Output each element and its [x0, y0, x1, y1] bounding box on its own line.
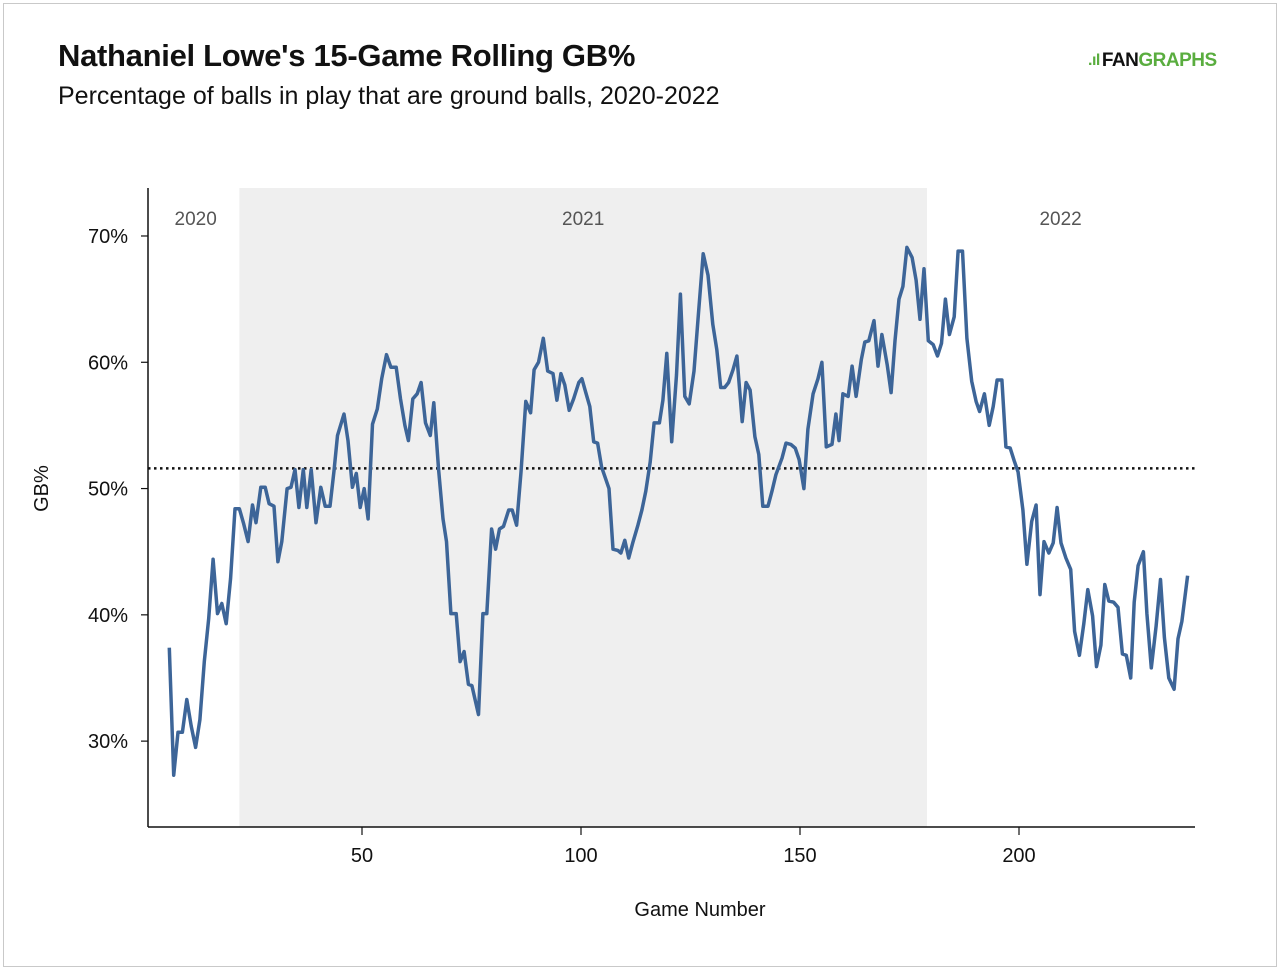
chart-frame: [3, 3, 1277, 967]
x-tick-label: 200: [1002, 845, 1035, 867]
y-tick-label: 40%: [88, 605, 128, 627]
y-tick-label: 60%: [88, 352, 128, 374]
x-tick-label: 150: [783, 845, 816, 867]
series-line-rolling-gb: [167, 245, 1190, 777]
season-bands: 2020 2021 2022: [175, 188, 1082, 827]
season-band-2021: [239, 188, 928, 827]
y-tick-label: 70%: [88, 226, 128, 248]
fangraphs-logo: .ıl FAN GRAPHS: [1088, 50, 1217, 72]
y-tick-label: 30%: [88, 731, 128, 753]
y-axis-title: GB%: [31, 465, 53, 512]
logo-text-fan: FAN: [1101, 50, 1139, 71]
chart-title: Nathaniel Lowe's 15-Game Rolling GB%: [58, 38, 636, 73]
season-label-2022: 2022: [1039, 209, 1081, 230]
axes-group: 50 100 150 200 30% 40% 50% 60% 70%: [88, 188, 1195, 867]
x-tick-label: 100: [564, 845, 597, 867]
x-axis-title: Game Number: [634, 899, 765, 921]
season-label-2021: 2021: [562, 209, 604, 230]
series-group: [167, 245, 1190, 777]
logo-text-graphs: GRAPHS: [1138, 50, 1217, 71]
y-tick-label: 50%: [88, 479, 128, 501]
x-tick-label: 50: [351, 845, 373, 867]
batter-icon: .ıl: [1088, 52, 1100, 69]
chart-subtitle: Percentage of balls in play that are gro…: [58, 82, 720, 110]
season-label-2020: 2020: [175, 209, 217, 230]
